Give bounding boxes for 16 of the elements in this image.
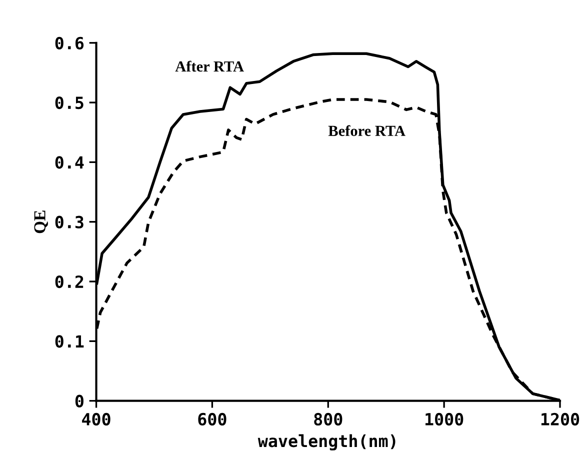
y-tick-label: 0.2	[55, 275, 84, 288]
x-tick-label: 1000	[426, 412, 464, 426]
y-tick-label: 0.6	[55, 36, 84, 50]
series-label: After RTA	[175, 60, 244, 72]
y-tick-label: 0.3	[55, 216, 84, 228]
x-tick-label: 400	[82, 412, 110, 426]
x-tick-label: 600	[198, 412, 226, 426]
y-axis-title: QE	[34, 210, 48, 234]
x-tick-label: 1200	[541, 412, 580, 426]
x-tick-label: 800	[314, 412, 342, 426]
y-tick-label: 0.1	[55, 335, 84, 348]
x-axis-title: wavelength(nm)	[258, 434, 396, 450]
y-tick-label: 0	[75, 394, 84, 408]
y-tick-label: 0.4	[55, 156, 84, 169]
series-label: Before RTA	[328, 125, 406, 136]
y-tick-label: 0.5	[55, 96, 84, 110]
